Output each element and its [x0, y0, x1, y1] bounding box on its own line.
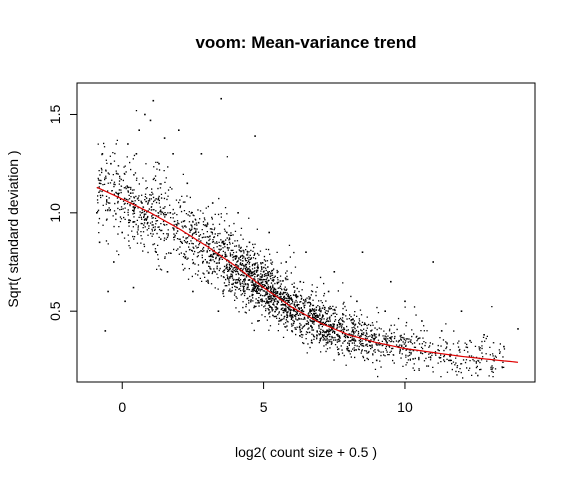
data-point — [347, 349, 350, 352]
data-point — [327, 290, 330, 293]
data-point — [180, 241, 183, 244]
data-point — [155, 251, 157, 253]
y-tick-label: 1.0 — [47, 203, 63, 223]
data-point — [96, 212, 98, 214]
data-point — [158, 162, 160, 165]
data-point — [342, 320, 344, 322]
y-tick-label: 1.5 — [47, 105, 63, 125]
point-cloud-marks — [96, 110, 506, 380]
data-point — [231, 271, 234, 273]
data-point — [186, 182, 189, 185]
data-point — [299, 280, 302, 283]
data-point — [149, 119, 152, 122]
data-point — [104, 330, 107, 332]
data-point — [398, 339, 401, 342]
data-point — [138, 129, 140, 131]
data-point — [197, 221, 200, 224]
data-point — [226, 231, 228, 234]
data-point — [129, 192, 132, 194]
data-point — [404, 300, 406, 303]
data-point — [206, 261, 208, 263]
data-point — [200, 153, 203, 155]
plot-frame — [76, 82, 536, 383]
data-point — [319, 339, 321, 342]
x-tick-label: 5 — [260, 399, 268, 415]
data-point — [113, 261, 115, 263]
data-point — [172, 153, 174, 155]
data-point — [503, 345, 505, 348]
data-point — [257, 320, 259, 322]
data-point — [361, 251, 364, 253]
data-point — [254, 135, 256, 137]
data-point — [144, 113, 146, 116]
data-point — [384, 310, 386, 312]
data-point — [237, 212, 239, 214]
data-point — [421, 320, 423, 322]
data-point — [169, 212, 172, 214]
x-axis: 0 5 10 — [118, 381, 413, 415]
chart-title: voom: Mean-variance trend — [195, 33, 416, 52]
data-point — [98, 241, 101, 244]
data-point — [262, 271, 265, 273]
data-point — [305, 251, 307, 253]
data-point — [333, 271, 336, 273]
data-point — [101, 153, 104, 155]
data-point — [192, 290, 194, 293]
x-tick-label: 0 — [118, 399, 126, 415]
data-point — [132, 286, 135, 289]
data-point — [248, 241, 251, 244]
data-point — [440, 330, 443, 332]
data-point — [217, 310, 220, 312]
data-point — [163, 137, 166, 139]
data-point — [432, 261, 434, 263]
point-cloud — [96, 110, 506, 380]
y-axis: 0.5 1.0 1.5 — [47, 105, 78, 321]
data-point — [135, 153, 138, 155]
data-point — [291, 330, 293, 332]
data-point — [146, 221, 149, 224]
x-axis-label: log2( count size + 0.5 ) — [235, 444, 377, 460]
data-point — [375, 359, 378, 362]
data-point — [178, 129, 180, 131]
point-markers — [96, 97, 519, 362]
data-point — [276, 300, 279, 303]
data-point — [127, 143, 129, 145]
x-tick-label: 10 — [397, 399, 413, 415]
data-point — [412, 349, 415, 352]
data-point — [460, 310, 463, 312]
data-point — [110, 162, 112, 165]
y-axis-label: Sqrt( standard deviation ) — [5, 150, 21, 307]
data-point — [121, 231, 123, 234]
data-point — [313, 310, 316, 312]
data-point — [211, 202, 214, 204]
data-point — [166, 271, 169, 273]
trend-line — [96, 186, 519, 363]
data-point — [141, 202, 143, 204]
data-point — [107, 290, 109, 293]
data-point — [483, 334, 485, 336]
data-point — [115, 172, 118, 175]
data-point — [356, 300, 358, 303]
data-point — [469, 339, 471, 342]
data-point — [517, 328, 519, 330]
y-tick-label: 0.5 — [47, 301, 63, 321]
data-point — [370, 330, 372, 332]
data-point — [152, 99, 155, 102]
data-point — [243, 290, 245, 293]
data-point — [449, 359, 451, 362]
data-point — [124, 300, 126, 303]
data-point — [390, 280, 392, 283]
data-point — [98, 182, 101, 185]
data-point — [285, 261, 287, 263]
data-point — [268, 231, 270, 234]
data-point — [220, 97, 222, 100]
